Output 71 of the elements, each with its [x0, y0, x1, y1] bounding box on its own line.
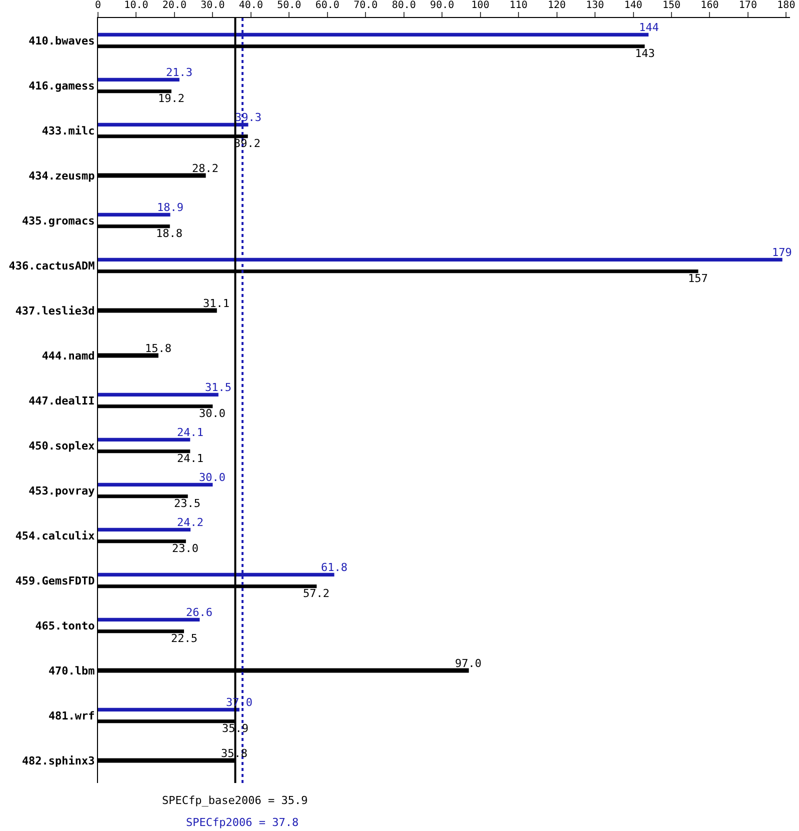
data-label: 18.9: [157, 201, 184, 214]
bar: [98, 78, 180, 82]
bar: [98, 528, 191, 532]
x-tick-label: 180: [777, 0, 796, 11]
y-tick-label: 482.sphinx3: [22, 754, 95, 768]
data-label: 24.1: [177, 452, 204, 465]
y-tick-label: 416.gamess: [28, 79, 95, 92]
x-tick-label: 160: [700, 0, 719, 11]
y-tick-label: 444.namd: [42, 349, 95, 362]
data-label: 157: [688, 272, 708, 285]
data-label: 18.8: [156, 227, 182, 240]
y-tick-label: 434.zeusmp: [28, 169, 96, 182]
x-tick-label: 40.0: [238, 0, 263, 11]
x-tick-label: 100: [471, 0, 490, 11]
data-label: 61.8: [321, 561, 348, 574]
x-tick-label: 110: [510, 0, 528, 11]
data-label: 143: [635, 47, 655, 60]
bar: [98, 618, 200, 622]
y-tick-label: 433.milc: [42, 124, 95, 138]
y-tick-label: 470.lbm: [48, 664, 96, 678]
data-label: 15.8: [145, 342, 172, 355]
data-label: 144: [639, 21, 660, 34]
bar: [98, 392, 218, 396]
bar: [98, 708, 240, 712]
data-label: 179: [772, 246, 792, 259]
x-tick-label: 170: [738, 0, 757, 11]
data-label: 28.2: [192, 162, 218, 175]
data-label: 31.1: [203, 297, 230, 310]
data-label: 26.6: [186, 606, 212, 619]
x-tick-label: 20.0: [162, 0, 187, 11]
x-tick-label: 30.0: [200, 0, 225, 11]
x-tick-label: 10.0: [124, 0, 148, 11]
y-tick-label: 459.GemsFDTD: [15, 574, 96, 588]
bar: [98, 438, 190, 442]
data-label: 23.5: [174, 497, 200, 510]
x-tick-label: 130: [586, 0, 604, 11]
data-label: 21.3: [166, 66, 192, 79]
data-label: 30.0: [199, 471, 226, 484]
y-tick-label: 436.cactusADM: [8, 259, 96, 272]
x-tick-label: 80.0: [392, 0, 416, 11]
data-label: 24.1: [177, 426, 204, 439]
x-tick-label: 60.0: [315, 0, 340, 11]
y-tick-label: 453.povray: [28, 484, 96, 498]
data-label: 23.0: [172, 542, 198, 555]
ref-line-label: SPECfp_base2006 = 35.9: [162, 794, 308, 807]
y-tick-label: 437.leslie3d: [15, 304, 95, 318]
y-tick-label: 481.wrf: [48, 709, 95, 722]
data-label: 31.5: [205, 381, 232, 394]
data-label: 22.5: [171, 632, 198, 645]
x-tick-label: 140: [624, 0, 642, 11]
y-tick-label: 450.soplex: [28, 439, 96, 452]
data-label: 24.2: [177, 516, 204, 529]
data-label: 39.2: [234, 137, 260, 150]
x-tick-label: 150: [662, 0, 681, 11]
y-tick-label: 435.gromacs: [22, 214, 95, 228]
x-tick-label: 70.0: [354, 0, 378, 11]
data-label: 30.0: [199, 407, 226, 420]
x-tick-label: 50.0: [277, 0, 302, 11]
y-tick-label: 447.dealII: [28, 394, 95, 408]
x-tick-label: 120: [548, 0, 566, 11]
x-tick-label: 90.0: [430, 0, 454, 11]
y-tick-label: 465.tonto: [35, 619, 96, 632]
bar: [98, 482, 213, 486]
data-label: 57.2: [303, 587, 330, 600]
x-tick-label: 0: [94, 0, 102, 11]
bar: [98, 212, 170, 216]
y-tick-label: 454.calculix: [15, 529, 96, 542]
ref-line-label: SPECfp2006 = 37.8: [186, 816, 299, 829]
y-tick-label: 410.bwaves: [28, 34, 95, 48]
data-label: 19.2: [158, 92, 184, 105]
data-label: 97.0: [455, 657, 482, 670]
